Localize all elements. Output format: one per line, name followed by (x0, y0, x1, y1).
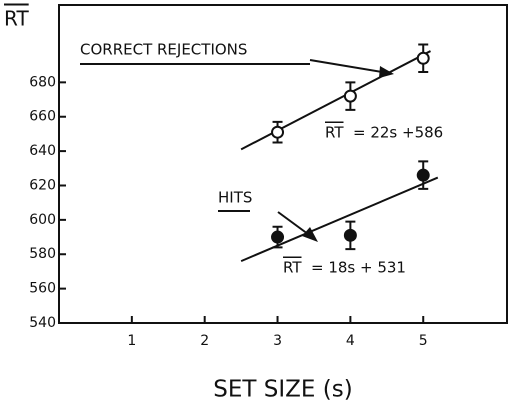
point (416, 168, 430, 182)
y-tick-label: 660 (29, 109, 56, 125)
series-label: HITS (218, 189, 252, 207)
x-axis-label: SET SIZE (s) (213, 377, 352, 403)
y-tick-label: 620 (29, 177, 56, 193)
x-tick-label: 5 (419, 333, 428, 349)
point (343, 228, 357, 242)
equation-rhs: = 18s + 531 (311, 259, 406, 277)
y-tick-label: 580 (29, 246, 56, 262)
y-tick-label: 640 (29, 143, 56, 159)
y-tick-label: 600 (29, 212, 56, 228)
y-axis-label: RT (4, 7, 29, 31)
x-tick-label: 3 (273, 333, 282, 349)
x-tick-label: 2 (200, 333, 209, 349)
arrowhead (302, 227, 318, 242)
equation-lhs: RT (283, 259, 302, 277)
plot-frame (58, 4, 508, 324)
x-tick-label: 1 (127, 333, 136, 349)
y-tick-label: 560 (29, 281, 56, 297)
equation-rhs: = 22s +586 (353, 124, 443, 142)
equation-lhs: RT (325, 124, 344, 142)
point (271, 230, 285, 244)
arrow (309, 59, 389, 74)
series-label: CORRECT REJECTIONS (80, 41, 247, 59)
y-tick-label: 680 (29, 74, 56, 90)
point (343, 89, 357, 103)
x-tick-label: 4 (346, 333, 355, 349)
y-tick-label: 540 (29, 315, 56, 331)
fit-line (240, 176, 439, 263)
point (271, 125, 285, 139)
point (416, 51, 430, 65)
